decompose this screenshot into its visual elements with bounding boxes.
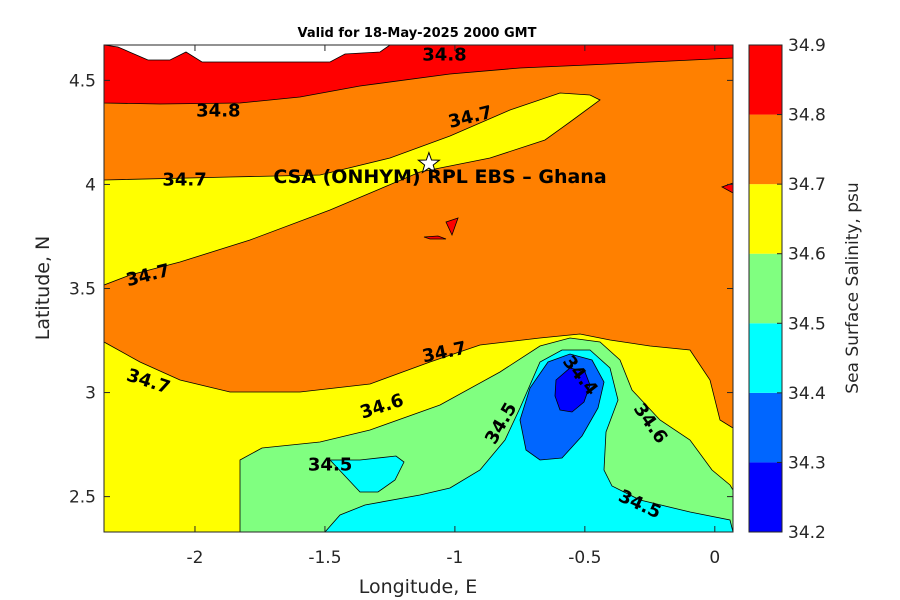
x-tick-label: 0 — [709, 548, 720, 568]
y-tick-label: 2.5 — [69, 488, 96, 508]
colorbar-tick-label: 34.2 — [788, 523, 826, 543]
colorbar-label: Sea Surface Salinity, psu — [843, 182, 863, 393]
y-tick-label: 3 — [85, 384, 96, 404]
band-34.2-34.3 — [554, 367, 591, 413]
red-patch-1 — [445, 217, 459, 237]
colorbar-swatch — [749, 323, 782, 393]
contour-label: 34.8 — [196, 101, 240, 122]
contour-label: 34.7 — [162, 169, 206, 190]
y-tick-label: 4.5 — [69, 71, 96, 91]
colorbar-swatch — [749, 45, 782, 115]
colorbar-tick-label: 34.3 — [788, 453, 826, 473]
y-tick-label: 4 — [85, 175, 96, 195]
colorbar-tick-label: 34.5 — [788, 314, 826, 334]
band-34.6-34.7-north — [103, 92, 601, 286]
contour-label: 34.5 — [308, 454, 352, 475]
colorbar-swatch — [749, 253, 782, 324]
site-annotation: CSA (ONHYM) RPL EBS – Ghana — [273, 166, 606, 188]
colorbar-frame — [748, 44, 783, 533]
x-tick-label: -2 — [186, 548, 203, 568]
y-axis-label: Latitude, N — [32, 236, 54, 341]
colorbar-swatch — [749, 184, 782, 254]
no-data-region — [103, 44, 392, 63]
y-axis: 2.5 3 3.5 4 4.5 — [69, 71, 733, 508]
site-star-marker — [416, 151, 441, 174]
y-tick-label: 3.5 — [69, 280, 96, 300]
colorbar-tick-label: 34.6 — [788, 245, 826, 265]
colorbar: 34.2 34.3 34.4 34.5 34.6 34.7 34.8 34.9 — [748, 36, 826, 543]
colorbar-swatch — [749, 392, 782, 463]
cyan-island — [329, 455, 405, 493]
plot-area — [103, 44, 734, 533]
annotation-layer: CSA (ONHYM) RPL EBS – Ghana — [273, 151, 607, 188]
colorbar-tick-label: 34.7 — [788, 175, 826, 195]
x-axis-label: Longitude, E — [359, 576, 478, 598]
chart-title: Valid for 18-May-2025 2000 GMT — [298, 26, 537, 41]
colorbar-swatch — [749, 114, 782, 185]
colorbar-tick-label: 34.9 — [788, 36, 826, 56]
colorbar-swatch — [749, 462, 782, 532]
x-tick-label: -0.5 — [568, 548, 601, 568]
x-tick-label: -1.5 — [308, 548, 341, 568]
red-patch-2 — [423, 235, 447, 240]
contour-label: 34.8 — [422, 44, 466, 65]
x-axis: -2 -1.5 -1 -0.5 0 — [186, 45, 720, 568]
x-tick-label: -1 — [446, 548, 463, 568]
colorbar-tick-label: 34.8 — [788, 106, 826, 126]
colorbar-tick-label: 34.4 — [788, 384, 826, 404]
